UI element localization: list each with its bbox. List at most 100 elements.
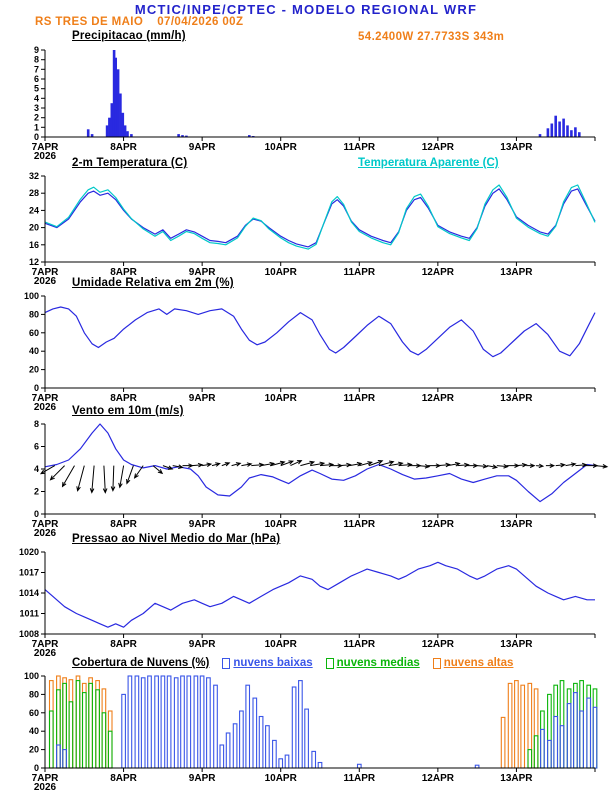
- y-tick-label: 6: [34, 442, 39, 452]
- x-tick-label: 10APR: [265, 519, 298, 530]
- y-tick-label: 100: [24, 291, 39, 301]
- cloud-bar: [304, 708, 309, 769]
- x-tick-label: 8APR: [110, 519, 137, 530]
- wind-barb: [437, 462, 451, 468]
- x-tick-label: 10APR: [265, 267, 298, 278]
- x-tick-label: 8APR: [110, 773, 137, 784]
- cloud-bar: [101, 712, 107, 769]
- x-tick-label: 12APR: [422, 519, 455, 530]
- wind-barb: [349, 461, 363, 467]
- y-tick-label: 28: [29, 188, 39, 198]
- wind-barb: [388, 461, 404, 467]
- precip-bar: [562, 118, 565, 137]
- x-tick-year: 2026: [34, 151, 57, 162]
- y-tick-label: 16: [29, 240, 39, 250]
- cloud-bar: [520, 684, 526, 769]
- wind-barb: [339, 462, 352, 468]
- y-tick-label: 0: [34, 383, 39, 393]
- wind-barb: [202, 462, 213, 468]
- legend-mid-clouds: nuvens medias: [325, 657, 420, 669]
- wind-barb: [126, 465, 134, 485]
- y-tick-label: 20: [29, 223, 39, 233]
- panel-title-temperature: 2-m Temperatura (C): [72, 157, 188, 169]
- x-tick-label: 12APR: [422, 267, 455, 278]
- wind-barb: [182, 463, 194, 468]
- wind-barb: [49, 465, 65, 481]
- wind-barb: [118, 465, 125, 489]
- axis-frame: [44, 176, 595, 263]
- precip-bar: [119, 93, 122, 137]
- x-tick-label: 7APR: [32, 393, 59, 404]
- x-tick-label: 12APR: [422, 142, 455, 153]
- cloud-bar: [193, 675, 199, 769]
- cloud-bar: [272, 739, 277, 769]
- panel-title-wind: Vento em 10m (m/s): [72, 405, 184, 417]
- x-tick-label: 9APR: [189, 519, 216, 530]
- subtitle-row: RS TRES DE MAIO 07/04/2026 00Z: [35, 16, 243, 28]
- y-tick-label: 100: [24, 671, 39, 681]
- x-tick-label: 10APR: [265, 773, 298, 784]
- cloud-bar: [592, 706, 598, 769]
- precip-bar: [112, 50, 116, 137]
- wind-barb: [290, 460, 303, 467]
- cloud-cover-title-row: Cobertura de Nuvens (%) nuvens baixas nu…: [72, 657, 513, 669]
- precip-bar: [108, 117, 111, 137]
- app-title: MCTIC/INPE/CPTEC - MODELO REGIONAL WRF: [134, 2, 478, 17]
- y-tick-label: 1: [34, 122, 39, 132]
- y-tick-label: 8: [34, 419, 39, 429]
- x-tick-label: 10APR: [265, 639, 298, 650]
- wind-barb: [526, 463, 536, 468]
- cloud-bar: [62, 749, 67, 769]
- cloud-bar: [252, 697, 258, 769]
- precip-bar: [566, 125, 569, 137]
- x-tick-label: 10APR: [265, 393, 298, 404]
- y-tick-label: 1020: [19, 547, 39, 557]
- cloud-bar: [232, 723, 238, 769]
- precip-bar: [130, 134, 133, 137]
- wind-barb: [241, 462, 253, 467]
- wind-barb: [39, 465, 56, 475]
- precip-bar: [574, 127, 577, 137]
- wind-barb: [133, 465, 144, 479]
- precip-bar: [114, 57, 117, 138]
- wind-barb: [89, 465, 95, 494]
- cloud-bar: [317, 761, 323, 769]
- y-tick-label: 12: [29, 257, 39, 267]
- cloud-bar: [527, 749, 533, 769]
- mid-clouds-swatch-icon: [325, 657, 334, 669]
- legend-low-clouds-label: nuvens baixas: [233, 657, 313, 669]
- wind-barb: [102, 465, 108, 494]
- y-tick-label: 32: [29, 171, 39, 181]
- x-tick-label: 9APR: [189, 267, 216, 278]
- series-line: [44, 423, 596, 503]
- cloud-bar: [81, 692, 87, 769]
- cloud-bar: [186, 675, 192, 769]
- y-tick-label: 40: [29, 726, 39, 736]
- y-tick-label: 0: [34, 763, 39, 773]
- y-tick-label: 20: [29, 745, 39, 755]
- cloud-bar: [311, 750, 317, 769]
- wind-barb: [300, 460, 316, 467]
- y-tick-label: 1008: [19, 629, 39, 639]
- panel-title-cloud-cover: Cobertura de Nuvens (%): [72, 657, 210, 669]
- cloud-bar: [566, 703, 572, 769]
- y-tick-label: 3: [34, 103, 39, 113]
- cloud-bar: [173, 677, 179, 769]
- x-tick-label: 11APR: [343, 393, 375, 404]
- cloud-bar: [540, 728, 545, 769]
- cloud-bar: [547, 739, 552, 769]
- wind-barb: [496, 463, 509, 469]
- precip-bar: [554, 115, 557, 137]
- wind-barb: [575, 462, 588, 468]
- precip-bar: [123, 125, 127, 137]
- x-tick-label: 13APR: [500, 519, 533, 530]
- wind-barb: [251, 462, 265, 468]
- x-tick-label: 11APR: [343, 773, 375, 784]
- wind-barb: [545, 463, 556, 468]
- wind-barb: [486, 464, 498, 469]
- run-datetime: 07/04/2026 00Z: [157, 16, 244, 28]
- cloud-bar: [48, 710, 54, 769]
- axis-frame: [44, 50, 595, 138]
